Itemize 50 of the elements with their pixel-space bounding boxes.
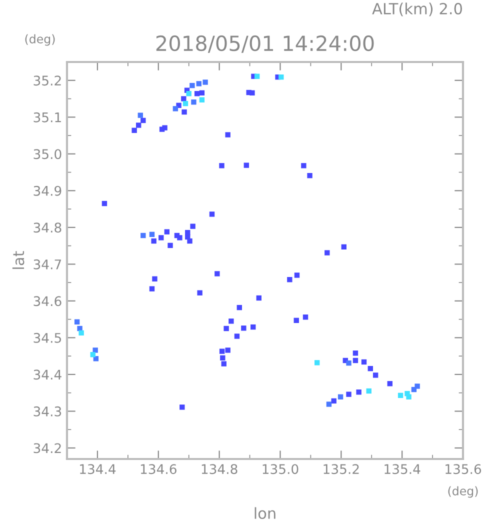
x-tick-label: 135.0 xyxy=(262,464,298,474)
point xyxy=(406,394,412,400)
point xyxy=(186,91,192,96)
point xyxy=(314,360,320,366)
y-tick-label: 34.5 xyxy=(34,332,61,343)
text: (deg) xyxy=(448,486,478,498)
x-tick-label: 135.6 xyxy=(446,464,482,474)
point xyxy=(77,326,82,332)
chart-title: 2018/05/01 14:24:00 xyxy=(156,35,374,53)
point xyxy=(199,97,205,102)
point xyxy=(366,388,372,394)
y-tick-label: 34.4 xyxy=(34,370,62,380)
point xyxy=(90,352,96,358)
point xyxy=(182,100,188,106)
point xyxy=(414,384,420,389)
y-tick-label: 34.7 xyxy=(34,259,62,270)
y-tick-label: 35.1 xyxy=(34,112,61,122)
y-tick-label: 35.0 xyxy=(34,149,62,160)
x-tick-label: 134.4 xyxy=(80,464,116,474)
y-tick-label: 35.2 xyxy=(34,76,61,86)
point xyxy=(202,80,208,85)
point xyxy=(74,319,80,324)
point xyxy=(138,112,144,118)
point xyxy=(78,330,84,336)
point xyxy=(172,106,178,112)
x-tick-label: 134.6 xyxy=(140,464,176,474)
point xyxy=(191,99,196,105)
y-tick-label: 34.3 xyxy=(34,406,62,416)
point xyxy=(254,74,260,79)
point xyxy=(196,81,202,86)
x-axis-title: lon xyxy=(254,507,276,520)
x-tick-label: 135.4 xyxy=(384,464,420,474)
x-tick-label: 134.8 xyxy=(202,464,238,474)
y-tick-label: 34.2 xyxy=(34,443,61,454)
y-tick-label: 34.8 xyxy=(34,222,62,233)
y-tick-label: 34.6 xyxy=(34,296,62,306)
point xyxy=(326,402,332,407)
point xyxy=(190,82,195,88)
y-axis-title: lat xyxy=(12,251,24,269)
point xyxy=(338,394,344,400)
chart-subtitle: ALT(km) 2.0 xyxy=(372,2,462,16)
point xyxy=(149,232,155,237)
y-tick-label: 34.9 xyxy=(34,186,62,196)
point xyxy=(140,232,146,238)
point xyxy=(398,392,404,398)
point xyxy=(278,74,284,80)
point xyxy=(346,360,352,366)
text: (deg) xyxy=(25,34,55,46)
point xyxy=(92,348,98,353)
x-tick-label: 135.2 xyxy=(324,464,359,474)
